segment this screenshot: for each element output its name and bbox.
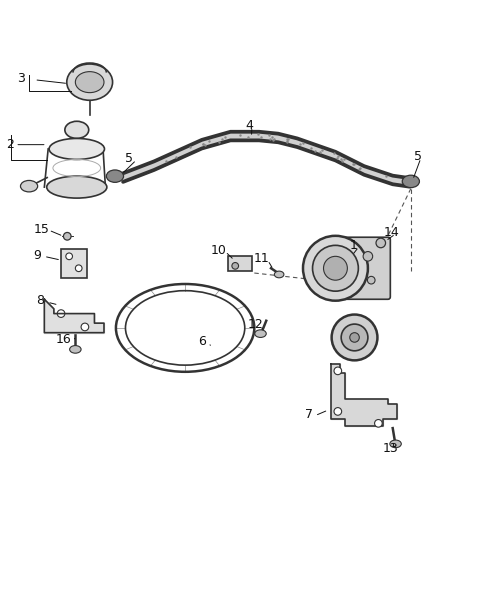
Ellipse shape [75,72,104,92]
Circle shape [334,408,342,415]
Circle shape [376,238,385,248]
Circle shape [63,233,71,240]
Circle shape [363,252,372,261]
Ellipse shape [107,170,123,183]
Text: 1: 1 [349,239,358,252]
Circle shape [57,310,65,317]
Polygon shape [44,299,104,333]
Ellipse shape [402,175,420,188]
Ellipse shape [390,440,401,448]
Ellipse shape [255,330,266,337]
Text: 14: 14 [384,226,400,239]
Circle shape [341,324,368,351]
Ellipse shape [65,121,89,138]
Text: 4: 4 [246,118,253,131]
Ellipse shape [49,138,105,160]
Circle shape [334,367,342,375]
Circle shape [332,315,377,360]
Circle shape [75,265,82,272]
Polygon shape [331,363,397,426]
Ellipse shape [312,246,359,291]
Ellipse shape [67,64,113,100]
Circle shape [66,253,72,260]
Circle shape [350,333,360,342]
Text: 2: 2 [6,138,14,151]
Ellipse shape [303,236,368,301]
Circle shape [367,276,375,284]
Text: 8: 8 [36,294,45,307]
Text: 10: 10 [211,244,227,257]
Text: 13: 13 [383,442,398,455]
Circle shape [374,419,382,427]
Ellipse shape [47,176,107,198]
Ellipse shape [275,271,284,278]
Text: 15: 15 [34,223,50,236]
Text: 12: 12 [248,318,264,331]
Text: 6: 6 [198,335,206,348]
Ellipse shape [324,256,348,280]
Text: 11: 11 [253,252,269,265]
Ellipse shape [70,346,81,353]
Text: 7: 7 [305,408,313,421]
Text: 5: 5 [414,150,421,163]
Circle shape [232,263,239,269]
Bar [61,249,87,278]
Circle shape [81,323,89,331]
Text: 9: 9 [33,249,41,262]
Text: 5: 5 [125,152,133,165]
Bar [228,256,252,271]
FancyBboxPatch shape [343,237,390,299]
Text: 16: 16 [56,333,72,346]
Ellipse shape [21,180,37,192]
Text: 3: 3 [17,72,25,85]
